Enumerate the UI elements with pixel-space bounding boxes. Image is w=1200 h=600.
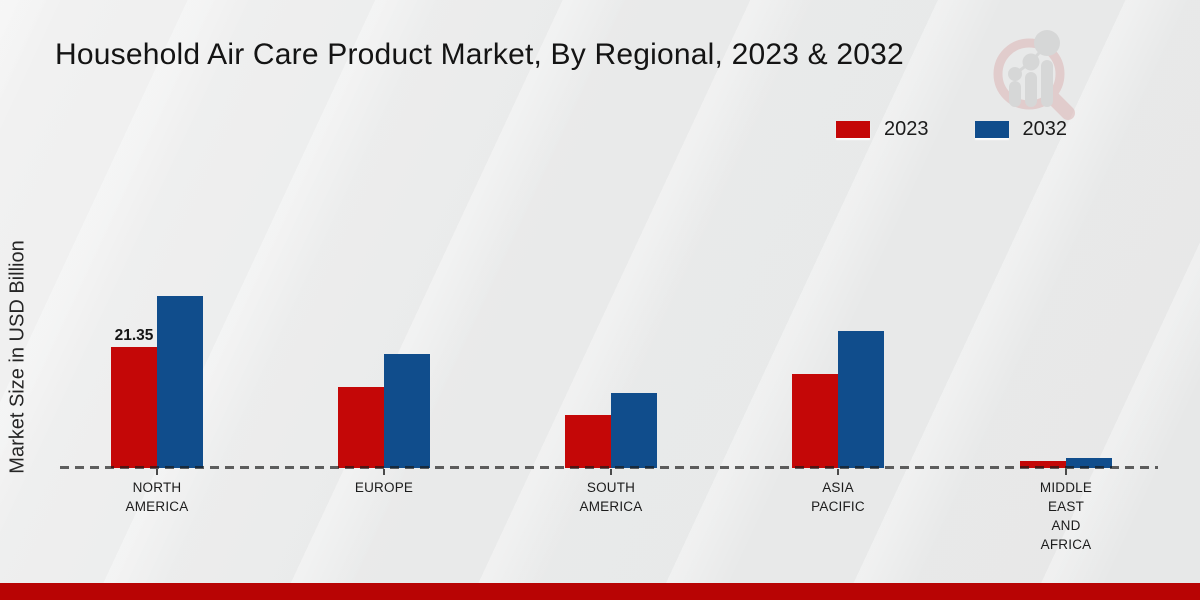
chart-title: Household Air Care Product Market, By Re… bbox=[55, 38, 904, 71]
bar-2023-europe bbox=[338, 387, 384, 468]
legend-swatch-2023 bbox=[836, 121, 870, 138]
legend: 2023 2032 bbox=[836, 118, 1067, 141]
legend-item-2032: 2032 bbox=[974, 118, 1068, 141]
bar-2032-asia-pacific bbox=[838, 331, 884, 468]
x-axis-tick bbox=[837, 469, 839, 475]
legend-label-2023: 2023 bbox=[884, 118, 929, 140]
bar-2023-middle-east-and-africa bbox=[1020, 461, 1066, 468]
legend-swatch-2032 bbox=[974, 121, 1009, 138]
bar-2023-south-america bbox=[565, 415, 611, 468]
bar-2032-europe bbox=[384, 354, 430, 468]
x-axis-label-europe: EUROPE bbox=[354, 480, 414, 495]
bar-2032-north-america bbox=[157, 296, 203, 468]
bar-2032-middle-east-and-africa bbox=[1066, 458, 1112, 468]
bar-2023-asia-pacific bbox=[792, 374, 838, 468]
bar-2023-north-america bbox=[111, 347, 157, 468]
x-axis-tick bbox=[610, 469, 612, 475]
legend-label-2032: 2032 bbox=[1022, 118, 1068, 140]
x-axis-label-north-america: NORTH AMERICA bbox=[125, 480, 189, 514]
x-axis-tick bbox=[156, 469, 158, 475]
bar-value-label: 21.35 bbox=[114, 327, 154, 344]
legend-item-2023: 2023 bbox=[836, 118, 929, 141]
x-axis-label-south-america: SOUTH AMERICA bbox=[579, 480, 643, 514]
x-axis-tick bbox=[1065, 469, 1067, 475]
x-axis-label-middle-east-and-africa: MIDDLE EAST AND AFRICA bbox=[1039, 480, 1093, 552]
x-axis-dashed-line bbox=[60, 466, 1158, 469]
bar-2032-south-america bbox=[611, 393, 657, 468]
footer-accent-bar bbox=[0, 583, 1200, 600]
magnifier-bar-chart-watermark-icon bbox=[993, 30, 1075, 120]
x-axis-tick bbox=[383, 469, 385, 475]
x-axis-label-asia-pacific: ASIA PACIFIC bbox=[811, 480, 865, 514]
